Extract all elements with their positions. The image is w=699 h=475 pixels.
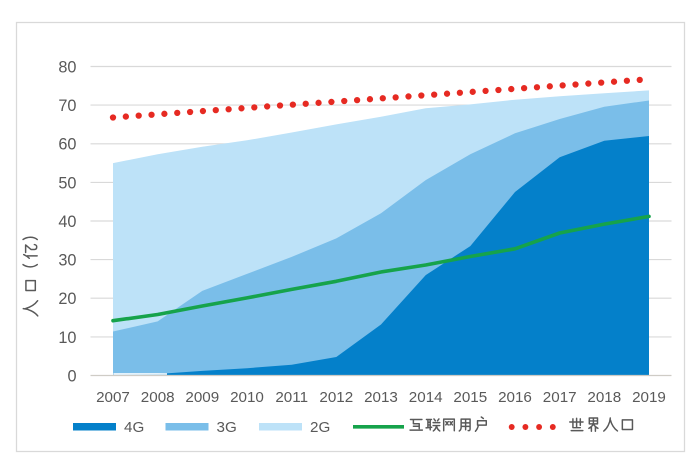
svg-text:2017: 2017 <box>543 389 577 406</box>
svg-text:50: 50 <box>58 174 76 192</box>
svg-text:2011: 2011 <box>275 389 308 406</box>
svg-text:2009: 2009 <box>185 389 219 406</box>
svg-text:4G: 4G <box>124 419 144 436</box>
svg-text:20: 20 <box>58 290 76 308</box>
svg-text:2016: 2016 <box>498 389 532 406</box>
svg-text:2007: 2007 <box>96 389 130 406</box>
svg-text:2010: 2010 <box>230 389 264 406</box>
svg-text:2G: 2G <box>310 419 330 436</box>
svg-text:2013: 2013 <box>364 389 398 406</box>
svg-text:2012: 2012 <box>319 389 353 406</box>
svg-text:60: 60 <box>58 136 76 154</box>
svg-text:10: 10 <box>58 329 76 347</box>
svg-text:2018: 2018 <box>587 389 621 406</box>
svg-text:2014: 2014 <box>409 389 443 406</box>
svg-text:3G: 3G <box>217 419 237 436</box>
svg-text:0: 0 <box>67 367 76 385</box>
svg-text:2019: 2019 <box>632 389 666 406</box>
svg-text:70: 70 <box>58 97 76 115</box>
svg-text:30: 30 <box>58 252 76 270</box>
svg-text:2015: 2015 <box>453 389 487 406</box>
svg-text:2008: 2008 <box>141 389 175 406</box>
svg-text:40: 40 <box>58 213 76 231</box>
svg-text:80: 80 <box>58 59 76 77</box>
